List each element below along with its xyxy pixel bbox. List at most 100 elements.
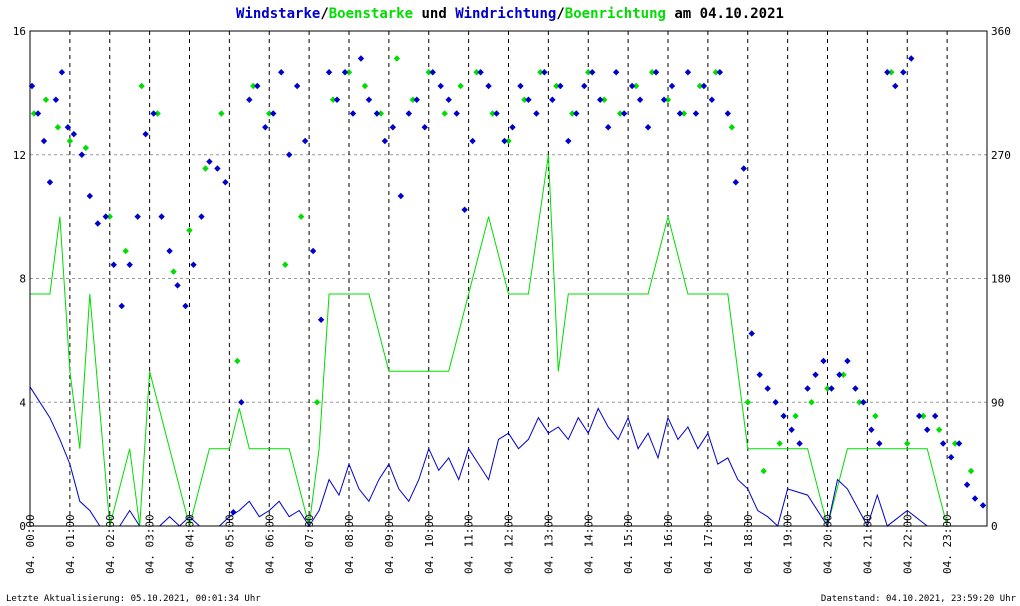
point-wind-direction [349,110,357,117]
point-wind-direction [34,110,42,117]
point-gust-direction [42,96,50,103]
point-wind-direction [246,96,253,103]
point-gust-direction [202,165,209,172]
point-wind-direction [142,130,149,138]
y-right-tick-label: 0 [991,520,998,533]
y-right-tick-label: 270 [991,149,1011,162]
grid-layer [29,30,987,527]
point-wind-direction [78,151,86,158]
point-wind-direction [389,124,397,131]
point-gust-direction [680,110,688,117]
x-tick-label: 04. 23:00 [941,514,954,574]
point-wind-direction [828,385,835,392]
point-gust-direction [696,82,704,90]
point-wind-direction [293,82,301,90]
point-wind-direction [908,55,915,62]
point-gust-direction [66,137,74,145]
point-wind-direction [860,399,867,406]
point-gust-direction [856,399,863,406]
point-wind-direction [110,261,117,268]
x-tick-label: 04. 18:00 [742,514,755,574]
point-wind-direction [102,213,109,220]
x-tick-label: 04. 15:00 [622,514,635,574]
point-wind-direction [716,69,724,76]
point-gust-direction [569,110,576,117]
title-wind-direction: Windrichtung [455,6,556,22]
point-gust-direction [664,96,672,103]
point-wind-direction [182,302,189,310]
point-wind-direction [270,110,277,117]
point-wind-direction [64,124,72,131]
point-wind-direction [301,137,309,145]
point-gust-direction [313,399,321,406]
plot-frame [29,30,988,527]
y-right-tick-label: 360 [991,25,1011,38]
x-tick-label: 04. 02:00 [104,514,117,574]
point-wind-direction [756,371,763,378]
point-wind-direction [963,481,971,488]
point-wind-direction [381,137,389,145]
point-gust-direction [760,467,767,475]
point-gust-direction [616,110,624,117]
y-left-tick-label: 12 [13,149,26,162]
point-wind-direction [174,282,181,289]
point-gust-direction [935,426,943,433]
point-wind-direction [604,124,612,131]
point-gust-direction [106,213,113,220]
point-wind-direction [772,399,779,406]
point-gust-direction [904,440,911,447]
point-gust-direction [282,261,289,268]
point-wind-direction [923,426,931,433]
point-wind-direction [844,357,851,365]
point-wind-direction [684,69,692,76]
point-wind-direction [405,110,413,117]
point-gust-direction [967,467,975,475]
point-gust-direction [840,371,847,378]
point-gust-direction [186,227,193,234]
point-wind-direction [190,261,197,268]
point-gust-direction [393,55,401,62]
point-wind-direction [453,110,460,117]
point-gust-direction [345,69,353,76]
point-wind-direction [573,110,580,117]
point-wind-direction [309,247,317,255]
point-wind-direction [373,110,381,117]
point-wind-direction [541,69,548,76]
point-wind-direction [652,69,660,76]
point-wind-direction [636,96,644,103]
point-gust-direction [425,69,432,76]
point-gust-direction [138,82,145,90]
point-gust-direction [218,110,225,117]
point-wind-direction [732,179,739,186]
x-tick-label: 04. 08:00 [343,514,356,574]
title-gust-direction: Boenrichtung [565,6,666,22]
x-tick-label: 04. 05:00 [223,514,236,574]
point-wind-direction [612,69,620,76]
point-wind-direction [118,302,125,310]
point-wind-direction [485,82,492,90]
point-gust-direction [776,440,783,447]
x-tick-label: 04. 22:00 [901,514,914,574]
point-wind-direction [230,509,237,516]
point-gust-direction [329,96,337,103]
footer-last-update: Letzte Aktualisierung: 05.10.2021, 00:01… [6,594,261,604]
point-wind-direction [40,137,48,145]
x-tick-label: 04. 07:00 [303,514,316,574]
title-text: Windstarke/Boenstarke und Windrichtung/B… [236,6,784,22]
point-wind-direction [317,316,325,323]
point-wind-direction [700,82,708,90]
point-wind-direction [804,385,811,392]
point-wind-direction [916,412,923,420]
point-gust-direction [361,82,369,90]
point-gust-direction [250,82,257,90]
point-wind-direction [820,357,827,365]
point-wind-direction [333,96,341,103]
point-wind-direction [285,151,293,158]
point-gust-direction [377,110,385,117]
title-and: und [413,6,455,22]
point-wind-direction [509,124,516,131]
point-wind-direction [421,124,428,131]
point-wind-direction [94,220,101,227]
point-wind-direction [852,385,859,392]
x-tick-label: 04. 09:00 [383,514,396,574]
